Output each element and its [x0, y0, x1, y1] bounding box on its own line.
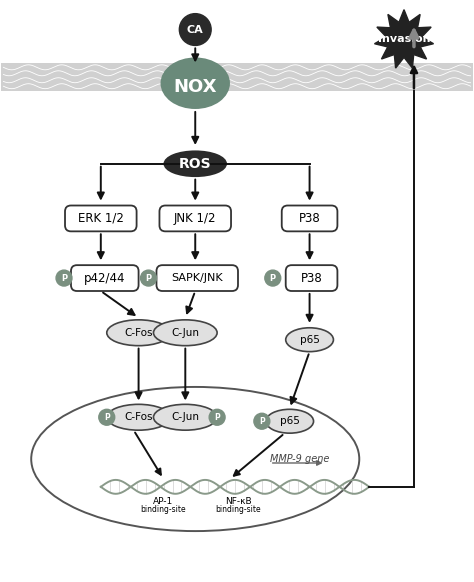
- Circle shape: [209, 409, 225, 425]
- Ellipse shape: [31, 387, 359, 531]
- Ellipse shape: [286, 328, 333, 352]
- Text: Invasion: Invasion: [378, 34, 430, 44]
- Text: C-Fos: C-Fos: [124, 412, 153, 423]
- FancyBboxPatch shape: [282, 205, 337, 232]
- Text: P: P: [270, 274, 276, 283]
- Text: C-Jun: C-Jun: [171, 412, 199, 423]
- Text: SAPK/JNK: SAPK/JNK: [172, 273, 223, 283]
- FancyBboxPatch shape: [286, 265, 337, 291]
- Text: NOX: NOX: [173, 78, 217, 96]
- Circle shape: [254, 413, 270, 429]
- Text: ERK 1/2: ERK 1/2: [78, 212, 124, 225]
- Circle shape: [56, 270, 72, 286]
- FancyBboxPatch shape: [71, 265, 138, 291]
- Text: JNK 1/2: JNK 1/2: [174, 212, 217, 225]
- Text: P: P: [61, 274, 67, 283]
- Ellipse shape: [164, 151, 226, 176]
- Text: binding-site: binding-site: [215, 505, 261, 514]
- Polygon shape: [374, 10, 434, 68]
- Text: P: P: [104, 413, 109, 422]
- Text: p42/44: p42/44: [84, 272, 126, 285]
- Text: P: P: [259, 417, 264, 425]
- FancyBboxPatch shape: [65, 205, 137, 232]
- Text: binding-site: binding-site: [141, 505, 186, 514]
- Text: NF-κB: NF-κB: [225, 497, 251, 506]
- Circle shape: [265, 270, 281, 286]
- Ellipse shape: [154, 320, 217, 346]
- Text: C-Jun: C-Jun: [171, 328, 199, 338]
- Text: AP-1: AP-1: [153, 497, 173, 506]
- Text: C-Fos: C-Fos: [124, 328, 153, 338]
- Ellipse shape: [266, 409, 313, 433]
- Circle shape: [141, 270, 156, 286]
- Text: ROS: ROS: [179, 157, 211, 171]
- Text: P: P: [214, 413, 220, 422]
- Ellipse shape: [107, 404, 170, 430]
- Circle shape: [179, 13, 211, 45]
- Bar: [1, 63, 473, 91]
- Text: p65: p65: [280, 416, 300, 426]
- Ellipse shape: [154, 404, 217, 430]
- FancyBboxPatch shape: [159, 205, 231, 232]
- Circle shape: [99, 409, 115, 425]
- Text: p65: p65: [300, 335, 319, 345]
- Text: CA: CA: [187, 24, 204, 34]
- Text: P38: P38: [299, 212, 320, 225]
- FancyBboxPatch shape: [156, 265, 238, 291]
- Text: MMP-9 gene: MMP-9 gene: [270, 454, 329, 464]
- Ellipse shape: [162, 58, 229, 108]
- Text: P: P: [146, 274, 152, 283]
- Ellipse shape: [107, 320, 170, 346]
- Text: P38: P38: [301, 272, 322, 285]
